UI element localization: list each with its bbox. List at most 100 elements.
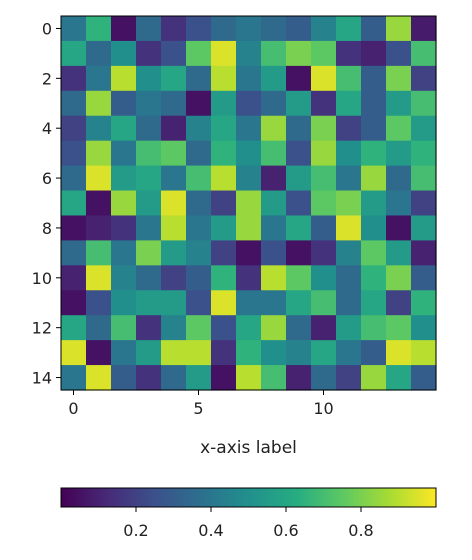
heatmap-cell — [411, 240, 437, 266]
heatmap-cells — [61, 16, 437, 391]
heatmap-cell — [186, 165, 212, 192]
heatmap-cell — [411, 290, 437, 316]
heatmap-cell — [161, 340, 187, 366]
heatmap-cell — [286, 290, 312, 316]
heatmap-cell — [411, 265, 437, 291]
heatmap-cell — [161, 215, 187, 241]
heatmap-cell — [61, 365, 87, 391]
heatmap-cell — [186, 265, 212, 291]
heatmap-cell — [86, 240, 112, 266]
heatmap-cell — [136, 290, 162, 316]
colorbar-tick-label: 0.6 — [273, 521, 298, 540]
colorbar-tick-label: 0.4 — [198, 521, 223, 540]
heatmap-cell — [411, 165, 437, 192]
heatmap-cell — [61, 115, 87, 142]
heatmap-cell — [186, 140, 212, 167]
heatmap-cell — [361, 315, 387, 341]
heatmap-cell — [236, 140, 262, 167]
heatmap-cell — [386, 90, 412, 117]
heatmap-cell — [236, 365, 262, 391]
heatmap-cell — [211, 190, 237, 217]
y-axis: 0 2 4 6 8 10 12 14 — [32, 19, 61, 388]
heatmap-cell — [411, 65, 437, 92]
heatmap-cell — [161, 265, 187, 291]
heatmap-cell — [361, 90, 387, 117]
heatmap-cell — [186, 290, 212, 316]
heatmap-cell — [61, 240, 87, 266]
heatmap-cell — [211, 115, 237, 142]
heatmap-cell — [211, 65, 237, 92]
heatmap-cell — [211, 215, 237, 241]
heatmap-cell — [386, 190, 412, 217]
heatmap-cell — [211, 240, 237, 266]
heatmap-cell — [386, 165, 412, 192]
heatmap-cell — [286, 40, 312, 67]
heatmap-cell — [236, 165, 262, 192]
heatmap-cell — [236, 40, 262, 67]
heatmap-cell — [111, 290, 137, 316]
heatmap-cell — [186, 16, 212, 42]
heatmap-cell — [336, 115, 362, 142]
heatmap-cell — [361, 340, 387, 366]
heatmap-cell — [311, 315, 337, 341]
heatmap-cell — [61, 215, 87, 241]
heatmap-cell — [211, 40, 237, 67]
heatmap-cell — [261, 65, 287, 92]
heatmap-cell — [411, 365, 437, 391]
heatmap-cell — [86, 40, 112, 67]
heatmap-cell — [311, 215, 337, 241]
heatmap-cell — [286, 340, 312, 366]
heatmap-cell — [111, 215, 137, 241]
heatmap-cell — [186, 315, 212, 341]
heatmap-cell — [186, 65, 212, 92]
heatmap-cell — [386, 315, 412, 341]
heatmap-cell — [336, 90, 362, 117]
heatmap-cell — [186, 190, 212, 217]
heatmap-cell — [286, 90, 312, 117]
heatmap-cell — [261, 190, 287, 217]
x-tick-label: 0 — [68, 399, 78, 418]
heatmap-cell — [361, 240, 387, 266]
heatmap-frame — [60, 15, 437, 391]
heatmap-cell — [111, 240, 137, 266]
x-tick-label: 5 — [193, 399, 203, 418]
heatmap-cell — [261, 215, 287, 241]
heatmap-cell — [111, 65, 137, 92]
heatmap-cell — [311, 115, 337, 142]
heatmap-cell — [386, 40, 412, 67]
heatmap-cell — [336, 340, 362, 366]
heatmap-cell — [261, 365, 287, 391]
heatmap-cell — [236, 190, 262, 217]
heatmap-cell — [336, 265, 362, 291]
heatmap-cell — [186, 115, 212, 142]
colorbar-tick-label: 0.8 — [348, 521, 373, 540]
heatmap-cell — [86, 16, 112, 42]
heatmap-cell — [286, 315, 312, 341]
heatmap-cell — [261, 90, 287, 117]
heatmap-cell — [111, 165, 137, 192]
heatmap-cell — [86, 365, 112, 391]
heatmap-cell — [386, 65, 412, 92]
heatmap-cell — [136, 140, 162, 167]
heatmap-cell — [136, 190, 162, 217]
heatmap-cell — [261, 165, 287, 192]
heatmap-cell — [236, 315, 262, 341]
heatmap-cell — [336, 315, 362, 341]
heatmap-cell — [211, 265, 237, 291]
heatmap-cell — [336, 365, 362, 391]
heatmap-cell — [186, 40, 212, 67]
heatmap-cell — [86, 265, 112, 291]
heatmap-cell — [311, 140, 337, 167]
heatmap-cell — [311, 190, 337, 217]
heatmap-cell — [236, 16, 262, 42]
heatmap-cell — [311, 90, 337, 117]
heatmap-cell — [286, 240, 312, 266]
heatmap-cell — [136, 115, 162, 142]
heatmap-cell — [161, 115, 187, 142]
heatmap-cell — [86, 190, 112, 217]
heatmap-cell — [136, 65, 162, 92]
heatmap-cell — [161, 90, 187, 117]
heatmap-cell — [336, 240, 362, 266]
heatmap-cell — [411, 140, 437, 167]
heatmap-cell — [236, 115, 262, 142]
